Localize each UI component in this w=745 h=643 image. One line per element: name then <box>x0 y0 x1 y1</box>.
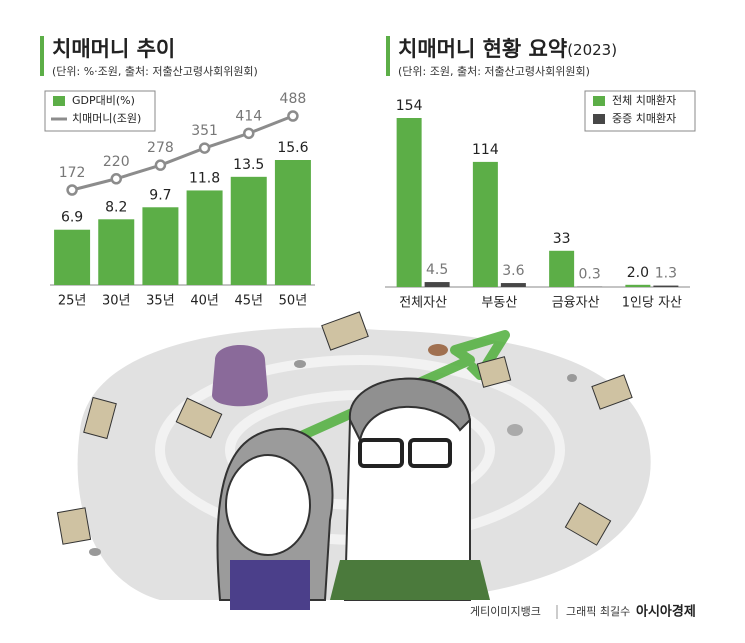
legend-swatch <box>53 96 65 106</box>
data-label: 15.6 <box>277 140 308 156</box>
bar <box>54 229 91 285</box>
bar <box>396 118 422 287</box>
data-label: 3.6 <box>502 263 524 279</box>
x-tick-label: 25년 <box>58 294 87 309</box>
data-label: 6.9 <box>61 210 83 226</box>
bar <box>653 285 679 287</box>
bar <box>500 283 526 287</box>
footer-source: 게티이미지뱅크 <box>470 605 541 618</box>
data-label: 172 <box>59 165 86 181</box>
bar <box>424 282 450 287</box>
legend-box <box>44 90 156 132</box>
data-label: 1.3 <box>655 266 677 282</box>
data-label: 488 <box>280 91 307 107</box>
x-tick-label: 30년 <box>102 294 131 309</box>
line-point <box>66 184 78 196</box>
x-tick-label: 40년 <box>190 294 219 309</box>
bar <box>274 160 311 285</box>
bar <box>98 219 135 285</box>
legend-label: 치매머니(조원) <box>72 112 141 125</box>
legend-label: 중증 치매환자 <box>612 112 676 125</box>
data-label: 13.5 <box>233 157 264 173</box>
illustration <box>56 311 651 610</box>
bar <box>142 207 179 285</box>
bar <box>472 161 498 287</box>
legend-label: GDP대비(%) <box>72 94 135 107</box>
legend-swatch <box>593 96 605 106</box>
bar <box>625 284 651 287</box>
line-point <box>287 110 299 122</box>
bar <box>230 176 267 285</box>
line-point <box>198 142 211 154</box>
x-tick-label: 35년 <box>146 294 175 309</box>
data-label: 154 <box>396 98 423 114</box>
data-label: 8.2 <box>105 199 127 215</box>
legend-swatch <box>593 114 605 124</box>
line-point <box>110 173 122 185</box>
bar <box>186 190 223 285</box>
footer-brand: 아시아경제 <box>636 604 696 620</box>
data-label: 4.5 <box>426 262 448 278</box>
chart-title: 치매머니 현황 요약(2023) <box>398 37 617 61</box>
x-tick-label: 1인당 자산 <box>622 296 682 311</box>
line-point <box>154 159 167 171</box>
title-accent <box>40 36 44 76</box>
x-tick-label: 50년 <box>279 294 308 309</box>
data-label: 33 <box>553 231 571 247</box>
title-accent <box>386 36 390 76</box>
data-label: 278 <box>147 140 174 156</box>
x-tick-label: 부동산 <box>481 296 517 311</box>
x-tick-label: 45년 <box>234 294 263 309</box>
data-label: 414 <box>235 108 262 124</box>
line-point <box>243 127 255 140</box>
data-label: 114 <box>472 142 499 158</box>
data-label: 9.7 <box>149 187 171 203</box>
x-tick-label: 금융자산 <box>552 296 600 311</box>
footer-credit: 그래픽 최길수 <box>566 605 630 618</box>
chart-subtitle: (단위: 조원, 출처: 저출산고령사회위원회) <box>398 65 590 78</box>
data-label: 0.3 <box>578 267 600 283</box>
data-label: 351 <box>191 123 218 139</box>
line-series <box>71 114 294 192</box>
data-label: 2.0 <box>627 265 649 281</box>
chart-title: 치매머니 추이 <box>52 37 175 61</box>
chart-subtitle: (단위: %·조원, 출처: 저출산고령사회위원회) <box>52 65 258 78</box>
data-label: 11.8 <box>189 170 220 186</box>
data-label: 220 <box>103 154 130 170</box>
legend-label: 전체 치매환자 <box>612 94 676 107</box>
x-tick-label: 전체자산 <box>399 296 447 311</box>
bar <box>549 250 575 287</box>
legend-box <box>584 90 696 132</box>
